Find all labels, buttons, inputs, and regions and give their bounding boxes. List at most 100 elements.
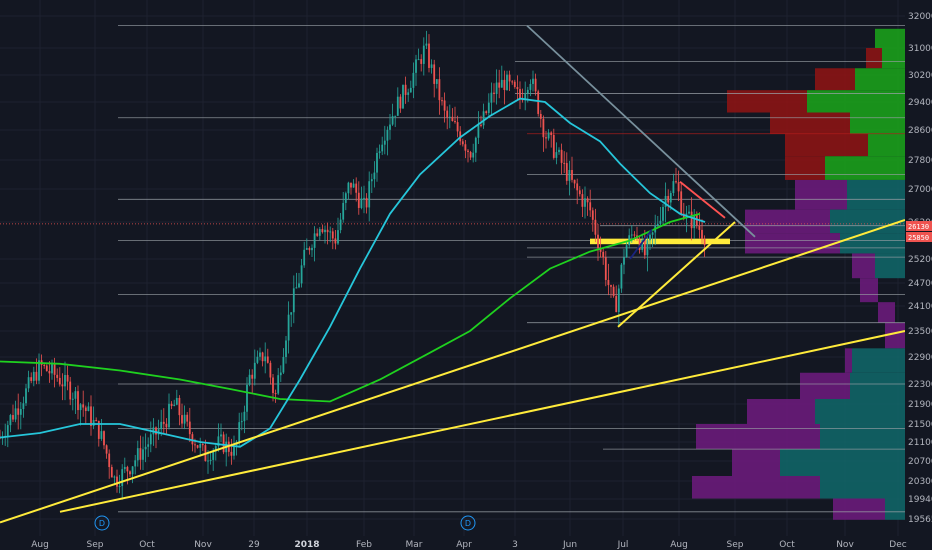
candle-body-236 — [612, 286, 615, 297]
candle-body-217 — [563, 162, 566, 164]
candle-body-190 — [493, 92, 495, 94]
trend-line-grey-3[interactable] — [526, 24, 756, 238]
candle-body-120 — [311, 247, 313, 251]
candle-body-82 — [212, 451, 215, 460]
y-tick-label-17: 20700 — [908, 457, 932, 467]
trend-line-blue-5[interactable] — [629, 228, 653, 260]
x-tick-label-10: Jun — [562, 540, 577, 550]
candle-body-106 — [274, 393, 277, 395]
candle-body-199 — [516, 87, 519, 90]
candle-body-173 — [448, 116, 451, 118]
candle-body-226 — [586, 198, 589, 203]
y-tick-label-5: 27800 — [908, 156, 932, 166]
candle-body-145 — [376, 152, 378, 173]
candle-body-219 — [568, 169, 571, 181]
volume-bar-14-1 — [852, 348, 905, 373]
ma-fast-line — [0, 97, 706, 448]
trend-line-red-4[interactable] — [679, 181, 726, 219]
candle-body-157 — [407, 92, 410, 95]
volume-bar-20-0 — [833, 498, 885, 520]
candle-body-64 — [165, 423, 168, 428]
candle-body-240 — [623, 257, 625, 265]
candle-body-176 — [456, 122, 459, 132]
candle-body-111 — [287, 314, 290, 341]
candle-body-92 — [238, 422, 241, 442]
candle-body-20 — [51, 364, 53, 374]
candle-body-65 — [168, 403, 170, 428]
y-tick-label-10: 24100 — [908, 302, 932, 312]
candle-body-69 — [178, 397, 181, 416]
candle-body-71 — [183, 414, 186, 424]
y-tick-label-12: 22900 — [908, 353, 932, 363]
candle-body-228 — [591, 210, 594, 220]
x-tick-label-12: Aug — [670, 540, 688, 550]
candle-body-269 — [698, 225, 701, 230]
x-tick-label-14: Oct — [779, 540, 795, 550]
candle-body-133 — [344, 193, 347, 203]
candle-body-149 — [386, 129, 389, 141]
candle-body-200 — [519, 89, 521, 100]
candle-body-121 — [313, 233, 316, 248]
y-tick-label-2: 30200 — [908, 71, 932, 81]
y-axis[interactable]: 3200031000302002940028600278002700026200… — [905, 0, 932, 550]
candle-body-143 — [370, 179, 373, 182]
y-tick-label-11: 23500 — [908, 327, 932, 337]
candle-body-244 — [633, 234, 636, 236]
candle-body-115 — [298, 283, 300, 288]
volume-bar-1-0 — [866, 48, 882, 69]
candle-body-30 — [77, 391, 79, 411]
candle-body-162 — [420, 59, 423, 64]
candle-body-198 — [513, 81, 516, 88]
trend-line-yellow-2[interactable] — [617, 221, 736, 328]
candle-body-254 — [659, 220, 662, 224]
candle-body-246 — [638, 239, 641, 250]
candle-body-261 — [677, 182, 680, 192]
volume-bar-12-0 — [878, 302, 895, 323]
candle-body-123 — [318, 229, 321, 236]
candle-body-229 — [594, 219, 597, 235]
trend-line-yellow-1[interactable] — [59, 330, 906, 513]
candle-body-117 — [303, 249, 306, 266]
candle-body-144 — [373, 172, 376, 180]
candle-body-41 — [105, 445, 108, 454]
volume-bar-1-1 — [882, 48, 905, 69]
event-marker-label-0: D — [99, 519, 105, 528]
candle-body-148 — [383, 140, 386, 145]
candle-body-210 — [545, 137, 547, 139]
candle-body-22 — [56, 374, 59, 378]
event-marker-circle-0[interactable] — [94, 515, 110, 531]
candle-body-207 — [537, 91, 540, 114]
candle-body-203 — [526, 89, 529, 94]
x-axis[interactable]: Aug Sep Oct Nov 29 2018 Feb Mar Apr 3 Jun Jul Aug Sep… — [0, 536, 932, 550]
volume-bar-10-1 — [875, 253, 905, 279]
candle-body-196 — [508, 74, 511, 82]
volume-bar-4-1 — [850, 112, 905, 134]
event-marker-circle-1[interactable] — [460, 515, 476, 531]
candle-body-122 — [316, 233, 319, 236]
candle-body-140 — [363, 197, 365, 199]
trend-line-yellow-0[interactable] — [0, 218, 906, 524]
candle-body-206 — [534, 78, 537, 92]
candle-body-182 — [472, 152, 475, 158]
candle-body-28 — [71, 398, 74, 400]
candle-body-83 — [214, 446, 217, 452]
candle-body-191 — [495, 82, 498, 94]
candle-body-98 — [253, 362, 256, 379]
candle-body-102 — [264, 356, 267, 362]
candle-body-138 — [357, 192, 360, 208]
candle-body-136 — [352, 183, 355, 188]
candle-body-215 — [558, 149, 560, 153]
candle-body-183 — [474, 137, 477, 153]
candle-body-37 — [95, 420, 98, 422]
candle-body-46 — [118, 486, 121, 488]
candle-body-55 — [142, 449, 144, 460]
candle-body-211 — [547, 132, 550, 139]
candle-body-166 — [430, 64, 433, 68]
candle-body-263 — [682, 213, 685, 219]
y-tick-label-4: 28600 — [908, 126, 932, 136]
candle-body-186 — [482, 111, 485, 126]
y-tick-label-1: 31000 — [908, 44, 932, 54]
x-tick-label-9: 3 — [512, 540, 518, 550]
